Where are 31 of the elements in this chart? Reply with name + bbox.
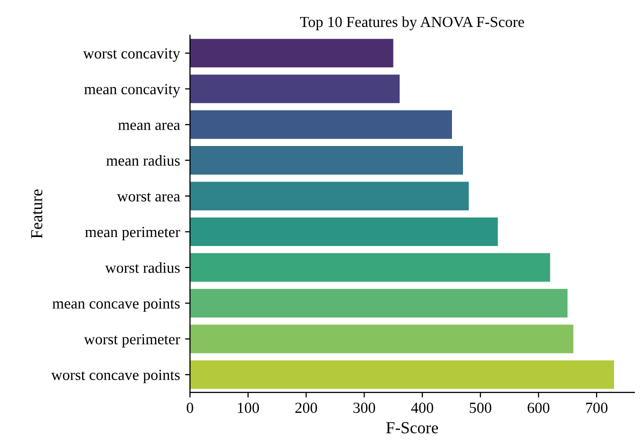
x-tick-label: 100 xyxy=(238,402,259,413)
bar xyxy=(190,182,469,210)
bar xyxy=(190,324,574,354)
x-tick-label: 700 xyxy=(586,402,608,413)
chart-title: Top 10 Features by ANOVA F-Score xyxy=(300,16,524,30)
x-tick-label: 600 xyxy=(528,402,550,413)
x-tick-label: 200 xyxy=(295,402,318,413)
y-tick-label: mean concavity xyxy=(84,84,180,98)
bar xyxy=(190,217,498,246)
y-tick-label: mean concave points xyxy=(52,298,180,312)
y-tick-label: mean radius xyxy=(106,155,180,166)
x-tick-label: 300 xyxy=(354,402,376,413)
y-tick-label: worst radius xyxy=(105,262,180,273)
bar xyxy=(190,288,568,318)
y-tick-label: mean perimeter xyxy=(85,226,180,240)
x-tick-label: 500 xyxy=(470,402,492,413)
y-tick-label: worst perimeter xyxy=(84,334,180,348)
bar xyxy=(190,146,463,175)
y-tick-label: worst concave points xyxy=(51,370,180,384)
bar xyxy=(190,110,452,139)
y-tick-label: worst area xyxy=(117,192,180,202)
bar xyxy=(190,360,614,389)
y-axis-title: Feature xyxy=(31,189,42,238)
x-axis-title: F-Score xyxy=(386,422,438,434)
y-tick-label: mean area xyxy=(118,122,180,130)
x-tick-label: 0 xyxy=(186,402,194,413)
bar xyxy=(190,38,394,68)
bar xyxy=(190,74,400,104)
bar xyxy=(190,253,550,282)
x-tick-label: 400 xyxy=(411,402,434,413)
y-tick-label: worst concavity xyxy=(83,48,180,62)
